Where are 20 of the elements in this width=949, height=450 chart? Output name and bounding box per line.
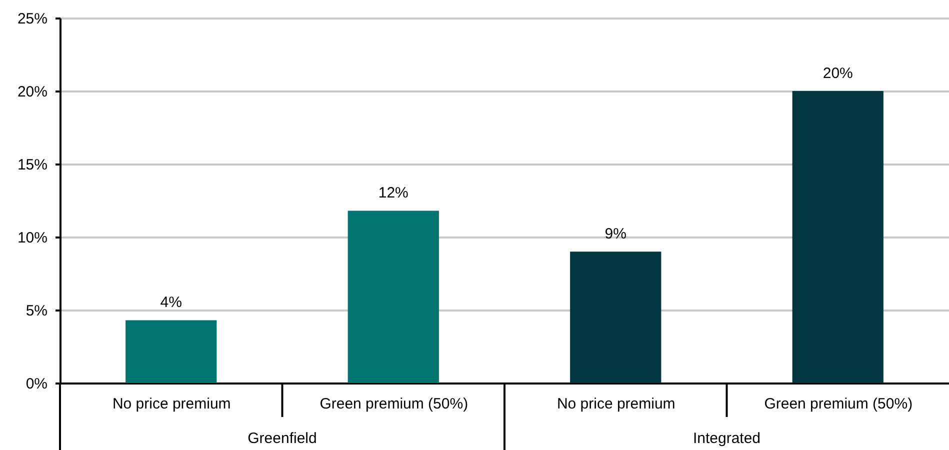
data-label: 4%: [160, 294, 182, 312]
y-tick-label: 5%: [26, 302, 48, 320]
data-label: 9%: [604, 226, 626, 243]
bar: [570, 252, 662, 383]
y-tick-label: 15%: [17, 156, 48, 174]
data-label: 12%: [378, 184, 408, 202]
bar: [126, 320, 217, 383]
y-tick-label: 25%: [17, 10, 48, 28]
x-tick-label: Green premium (50%): [764, 396, 913, 412]
text: Integrated: [692, 430, 761, 447]
bar: [348, 210, 439, 383]
x-tick-label: No price premium: [112, 396, 231, 412]
x-tick-label: Green premium (50%): [320, 396, 468, 412]
y-tick-label: 20%: [17, 84, 48, 100]
bar: [792, 91, 884, 383]
text: Greenfield: [248, 430, 317, 447]
data-label: 20%: [822, 65, 853, 82]
y-tick-label: 0%: [26, 376, 48, 392]
x-tick-label: No price premium: [556, 396, 676, 412]
y-tick-label: 10%: [17, 230, 48, 246]
